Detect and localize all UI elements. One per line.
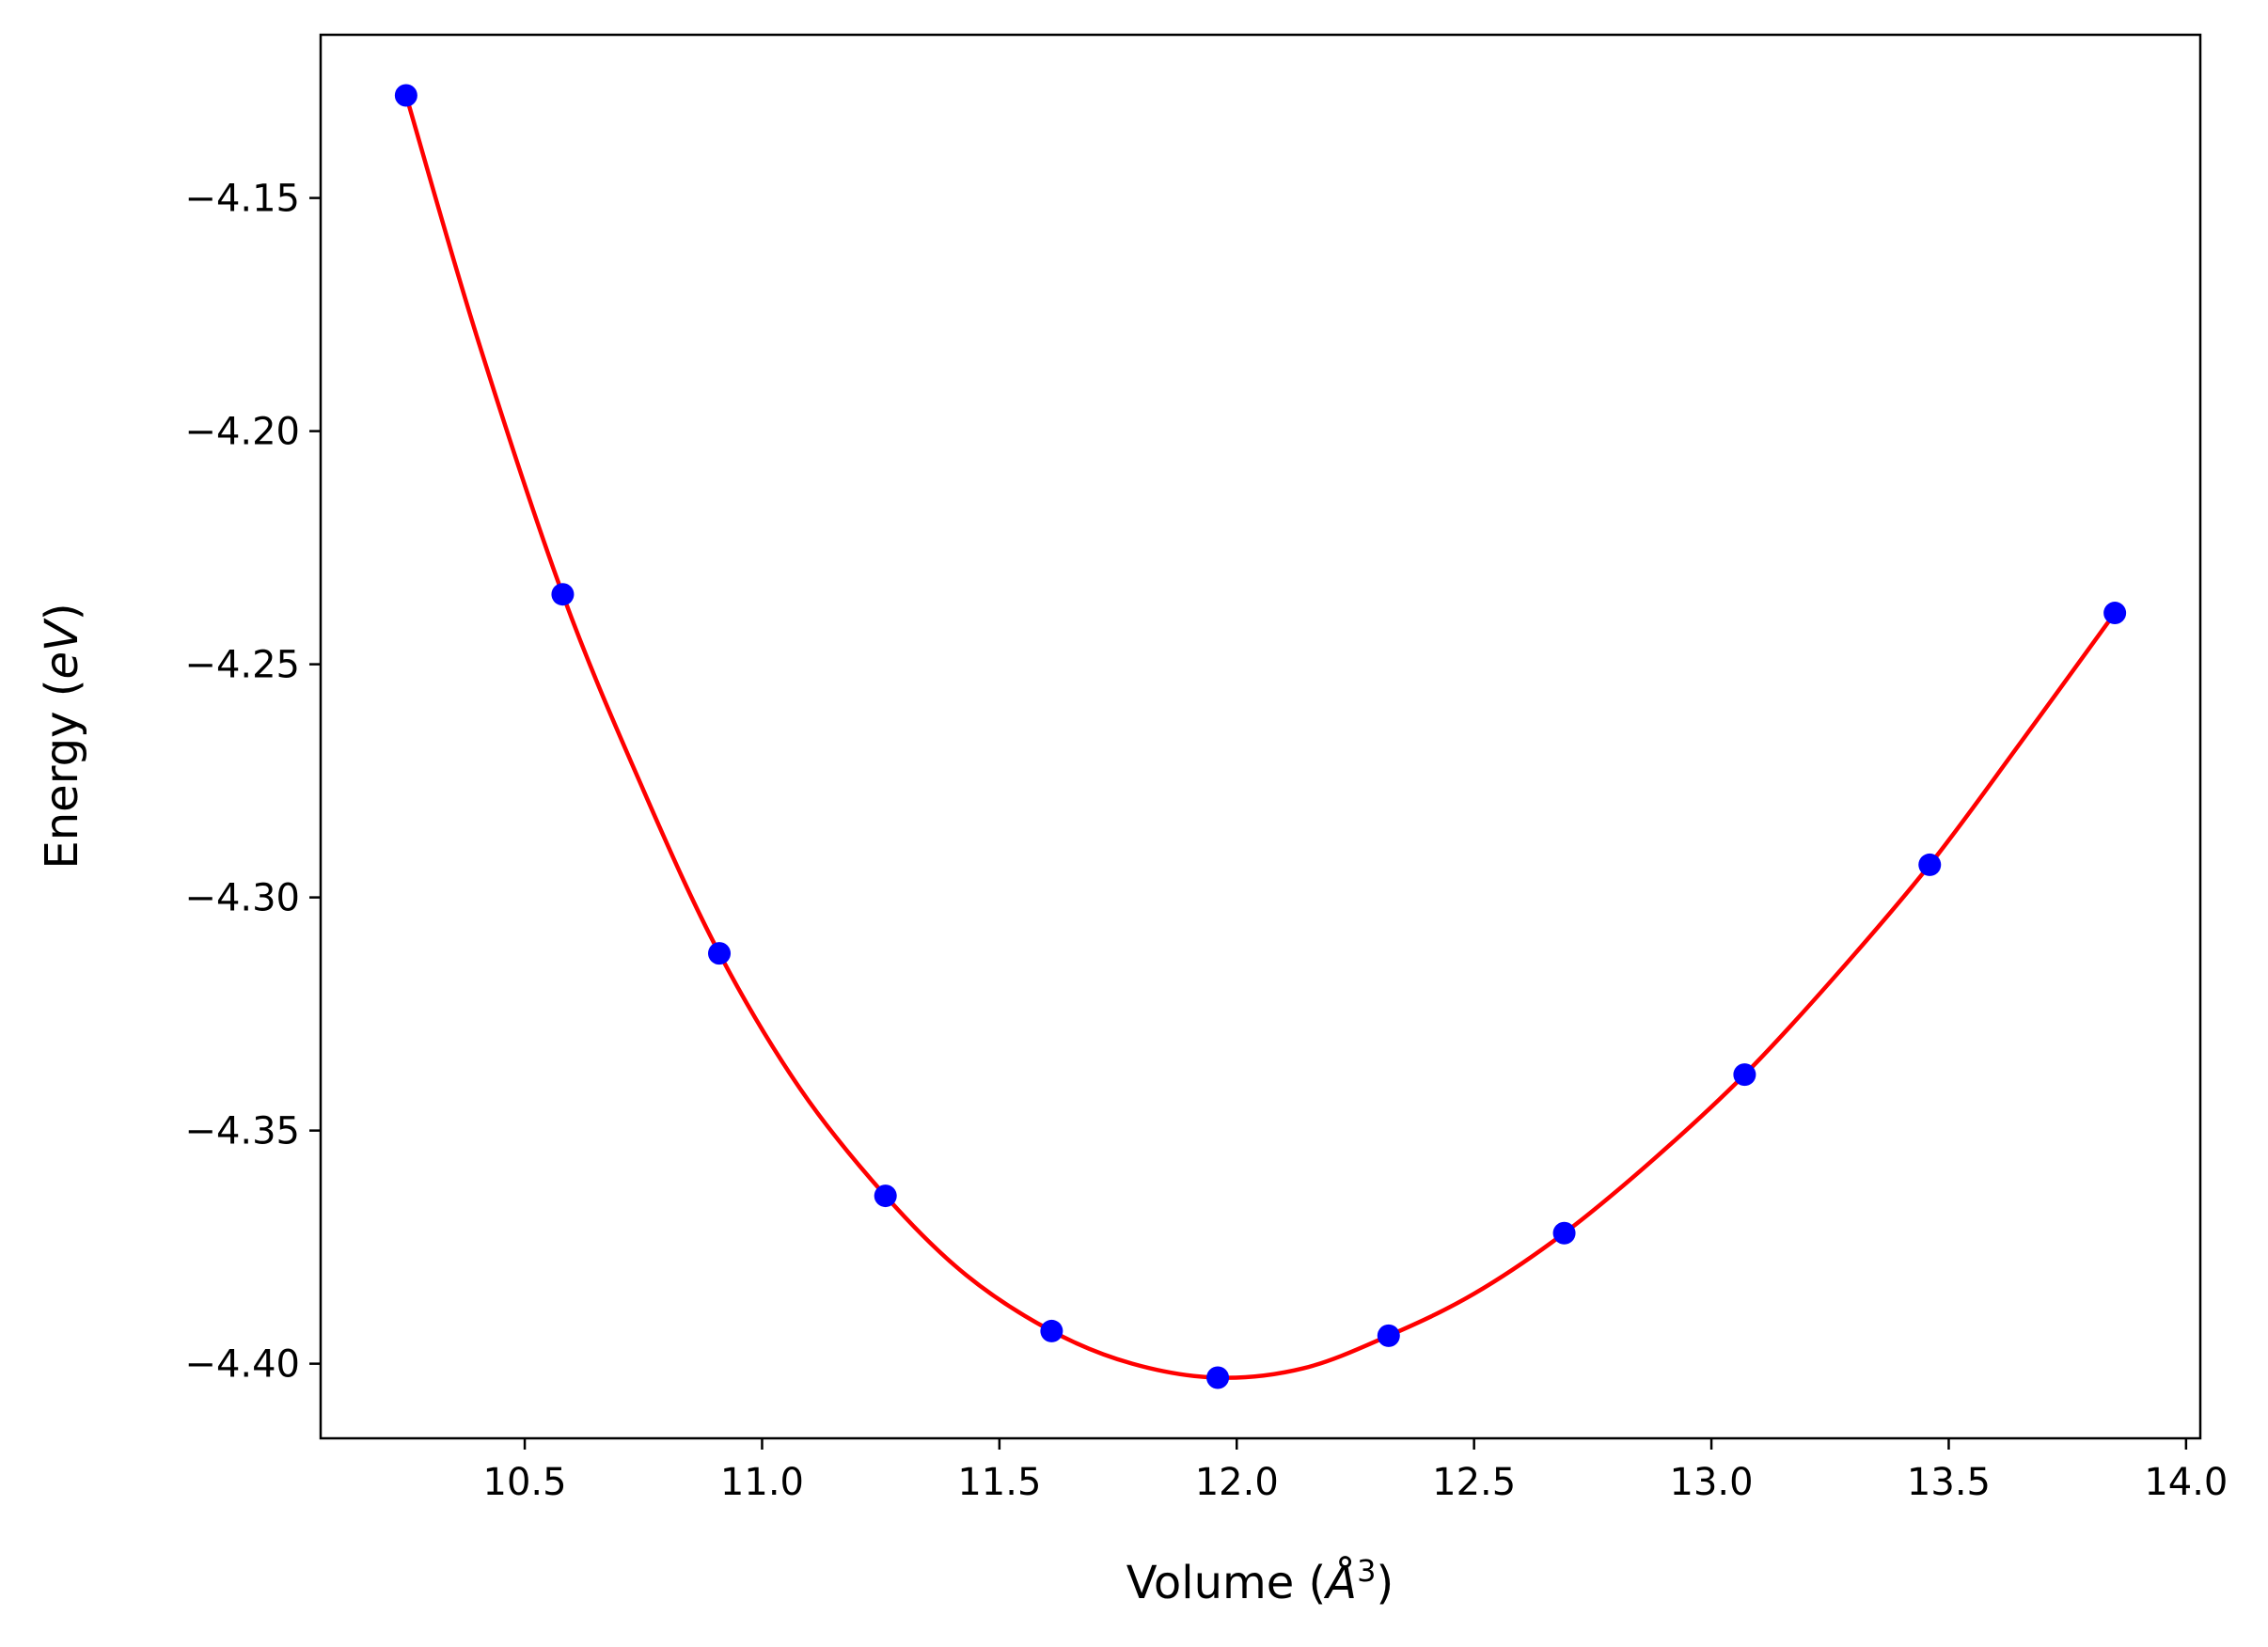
x-tick-label: 10.5: [483, 1461, 567, 1504]
y-tick-label: −4.15: [184, 178, 300, 221]
y-tick-label: −4.35: [184, 1110, 300, 1153]
x-tick-label: 13.5: [1907, 1461, 1991, 1504]
y-tick-label: −4.25: [184, 644, 300, 687]
data-point: [1552, 1221, 1576, 1245]
data-point: [1206, 1366, 1230, 1389]
x-axis-label: Volume (Å3): [1126, 1553, 1394, 1609]
data-point: [394, 84, 417, 107]
fit-curve-line: [403, 94, 2117, 1380]
y-axis-label: Energy (eV): [36, 603, 88, 869]
x-tick-label: 12.5: [1432, 1461, 1516, 1504]
axis-ticks: 10.5 11.0 11.5 12.0 12.5 13.0 13.5 14.0 −4.15 −4.…: [184, 178, 2228, 1504]
data-point: [1918, 853, 1942, 876]
data-point: [2103, 602, 2127, 625]
y-tick-label: −4.20: [184, 411, 300, 454]
plot-marks: [394, 84, 2127, 1389]
x-tick-label: 14.0: [2144, 1461, 2228, 1504]
x-tick-label: 11.0: [720, 1461, 804, 1504]
data-point: [874, 1184, 897, 1208]
data-point: [1377, 1324, 1400, 1347]
x-tick-label: 11.5: [957, 1461, 1041, 1504]
x-tick-label: 12.0: [1195, 1461, 1279, 1504]
y-tick-label: −4.40: [184, 1343, 300, 1387]
x-tick-label: 13.0: [1670, 1461, 1754, 1504]
data-point: [1733, 1063, 1756, 1087]
data-point: [708, 942, 732, 965]
data-point: [551, 583, 575, 606]
plot-frame: [319, 33, 2202, 1440]
y-tick-label: −4.30: [184, 877, 300, 920]
data-point: [1040, 1319, 1063, 1342]
